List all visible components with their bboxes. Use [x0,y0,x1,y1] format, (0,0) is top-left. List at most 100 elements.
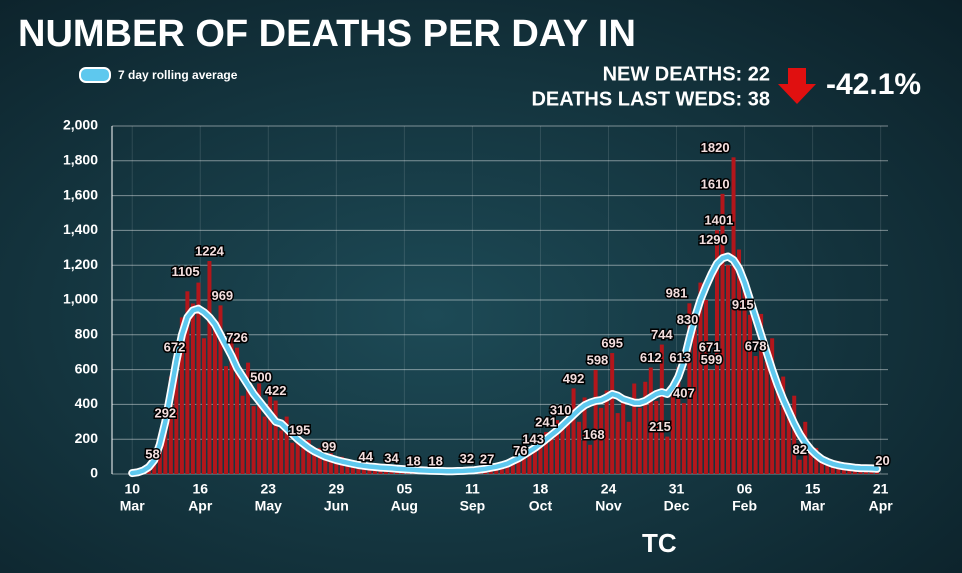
data-label: 598 [587,352,609,367]
footer: TC [642,528,677,558]
data-label: 1820 [701,140,730,155]
data-label: 695 [601,336,623,351]
bar [726,265,731,474]
bar [742,282,747,474]
bar [621,395,626,474]
x-tick-month: Mar [800,498,825,514]
bar [196,282,201,474]
bar [588,444,593,474]
bar [163,420,168,474]
bar [240,395,245,474]
bar [792,395,797,474]
bar [593,369,598,474]
bar [709,369,714,474]
bar [317,447,322,474]
bar [786,407,791,474]
bar [516,460,521,474]
bar [510,459,515,474]
bar [345,464,350,474]
bar [505,465,510,474]
bar [157,439,162,474]
bar [676,367,681,474]
down-arrow [778,68,816,104]
y-tick-label: 800 [75,326,99,342]
x-tick-month: May [255,498,282,514]
bar [494,467,499,474]
bar [201,338,206,474]
bar [295,428,300,474]
bar [770,338,775,474]
bar [190,303,195,474]
data-label: 969 [211,288,233,303]
bar [273,400,278,474]
data-label: 76 [513,443,527,458]
y-tick-label: 1,400 [63,221,98,237]
bar [174,352,179,474]
bar [268,392,273,474]
y-tick-label: 200 [75,430,99,446]
bar [626,421,631,474]
bar [670,383,675,474]
bar [323,459,328,474]
data-label: 744 [651,327,673,342]
bar [577,421,582,474]
x-tick-month: Jun [324,498,349,514]
bar [604,390,609,474]
bar [764,360,769,474]
x-tick-label: 15 [805,481,821,497]
legend-label: 7 day rolling average [118,68,238,82]
plot: 0 200 400 600 800 1,000 1,200 1,400 1,600 1,800 2,… [63,117,893,514]
data-label: 18 [406,453,420,468]
x-tick-month: Apr [188,498,213,514]
bar [301,447,306,474]
data-label: 82 [793,442,807,457]
bar [731,157,736,474]
bar [262,416,267,474]
x-tick-label: 16 [192,481,208,497]
bar [637,407,642,474]
data-label: 20 [875,453,889,468]
x-tick-label: 29 [329,481,345,497]
data-label: 422 [265,383,287,398]
bar [819,456,824,474]
bar [549,439,554,474]
data-label: 34 [384,451,399,466]
data-label: 168 [583,427,605,442]
bar [720,193,725,475]
bar [538,440,543,474]
x-tick-label: 10 [124,481,140,497]
bar [632,383,637,474]
data-label: 981 [666,286,688,301]
legend-swatch [79,67,111,83]
bar [367,467,372,474]
data-label: 915 [732,297,754,312]
data-label: 195 [289,423,311,438]
x-tick-month: Apr [869,498,894,514]
bar [643,381,648,474]
data-label: 830 [677,312,699,327]
x-tick-month: Sep [460,498,486,514]
bar [521,453,526,474]
new-deaths: NEW DEATHS: 22 [603,63,770,85]
data-label: 612 [640,350,662,365]
data-label: 678 [745,338,767,353]
data-label: 492 [563,371,585,386]
bar [290,442,295,474]
data-label: 599 [701,352,723,367]
change: -42.1% [826,68,921,101]
bar [185,291,190,474]
x-tick-label: 18 [533,481,549,497]
bar [841,467,846,474]
bar [830,463,835,474]
data-label: 32 [460,451,474,466]
data-label: 1290 [699,232,728,247]
data-label: 215 [649,419,671,434]
y-tick-label: 1,600 [63,186,98,202]
bar [615,413,620,474]
bar [356,466,361,474]
data-label: 1224 [195,243,225,258]
bar [207,261,212,474]
x-tick-label: 11 [465,481,480,497]
x-tick-label: 31 [669,481,685,497]
